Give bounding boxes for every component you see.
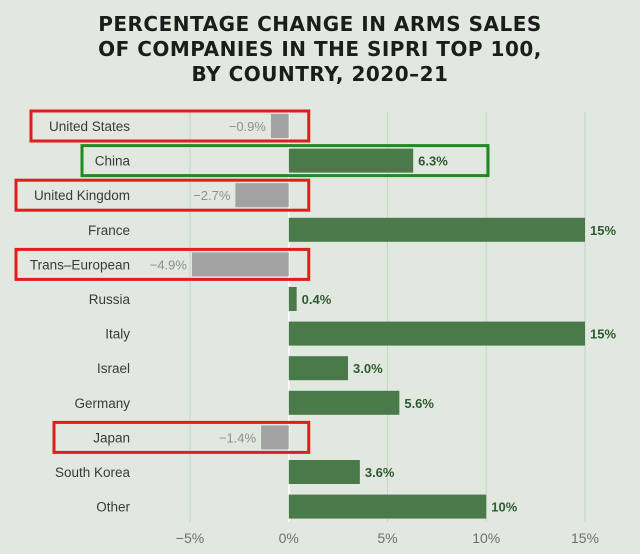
x-tick-label: 15% [571,530,599,546]
bar-china [288,148,414,173]
value-label: 15% [590,223,616,238]
category-label: Germany [74,396,130,411]
category-label: Israel [97,361,130,376]
bar-united-states [270,114,289,138]
category-label: Trans–European [30,257,130,272]
highlight-box-united-kingdom [14,178,311,212]
bar-israel [288,356,348,381]
bar-united-kingdom [235,183,289,208]
value-label: 5.6% [404,396,434,411]
bar-japan [261,425,289,450]
highlight-box-trans-european [14,247,311,281]
highlight-box-china [80,144,490,178]
value-label: 15% [590,327,616,342]
category-label: Italy [105,327,130,342]
highlight-box-japan [52,420,311,454]
bar-italy [288,321,585,346]
bar-south-korea [288,460,360,484]
bar-germany [288,390,400,415]
x-tick-label: 5% [377,530,397,546]
chart-title-line-2: OF COMPANIES IN THE SIPRI TOP 100, [98,37,542,61]
x-tick-label: 0% [279,530,299,546]
labels: United States −0.9% China 6.3% United Kingdo… [30,119,617,515]
bars [191,114,585,519]
value-label: −1.4% [219,430,257,445]
x-tick-label: −5% [176,530,204,546]
gridlines [189,112,586,522]
x-axis: −5% 0% 5% 10% 15% [176,530,599,546]
category-label: China [95,154,131,169]
bar-france [288,217,585,242]
value-label: 10% [491,500,517,515]
category-label: South Korea [55,465,131,480]
value-label: 6.3% [418,154,448,169]
chart-title-line-1: PERCENTAGE CHANGE IN ARMS SALES [98,12,542,36]
category-label: Japan [93,430,130,445]
bar-russia [288,287,297,311]
value-label: 3.6% [365,465,395,480]
highlight-box-united-states [29,109,311,143]
bar-other [288,494,487,519]
category-label: Russia [89,292,131,307]
value-label: 3.0% [353,361,383,376]
value-label: −4.9% [150,257,188,272]
category-label: United States [49,119,130,134]
value-label: −0.9% [229,119,267,134]
category-label: France [88,223,130,238]
chart-title-line-3: BY COUNTRY, 2020–21 [191,62,449,86]
value-label: 0.4% [302,292,332,307]
x-tick-label: 10% [472,530,500,546]
chart-title: PERCENTAGE CHANGE IN ARMS SALES OF COMPA… [0,12,640,87]
bar-trans-european [191,252,289,277]
value-label: −2.7% [193,188,231,203]
category-label: United Kingdom [34,188,130,203]
category-label: Other [96,500,130,515]
highlight-boxes [14,109,490,454]
